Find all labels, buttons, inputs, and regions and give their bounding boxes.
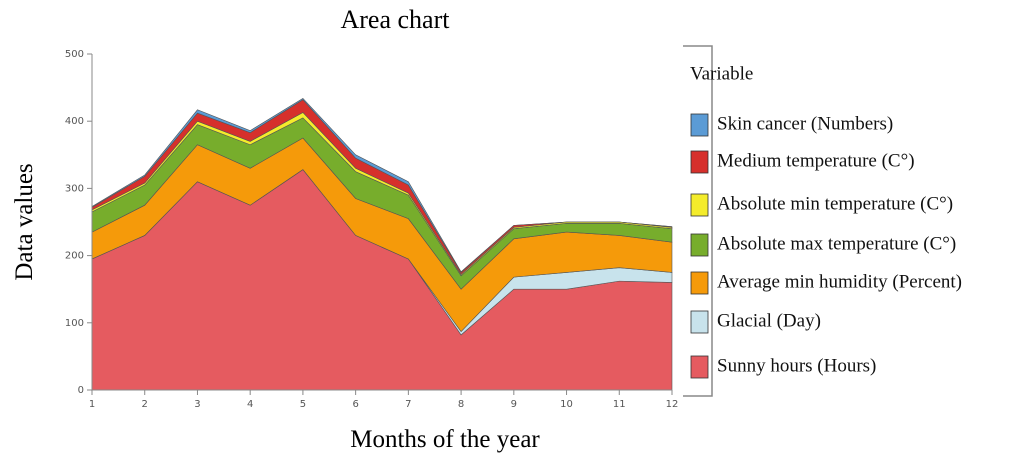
y-tick-label: 100	[65, 318, 84, 329]
x-tick-label: 1	[89, 399, 95, 410]
legend-title: Variable	[690, 63, 753, 84]
legend-label: Sunny hours (Hours)	[717, 355, 876, 376]
x-tick-label: 6	[352, 399, 358, 410]
y-tick-label: 400	[65, 116, 84, 127]
legend-label: Absolute max temperature (C°)	[717, 233, 956, 254]
x-tick-label: 3	[194, 399, 200, 410]
legend-swatch	[690, 193, 709, 217]
y-tick-label: 300	[65, 183, 84, 194]
x-tick-label: 11	[613, 399, 626, 410]
legend-label: Glacial (Day)	[717, 310, 821, 331]
legend-label: Average min humidity (Percent)	[717, 271, 962, 292]
legend-swatch	[690, 113, 709, 137]
legend-swatch	[690, 271, 709, 295]
area	[91, 97, 673, 273]
x-tick-label: 8	[458, 399, 464, 410]
x-tick-label: 2	[142, 399, 148, 410]
x-tick-label: 7	[405, 399, 411, 410]
legend-swatch	[690, 355, 709, 379]
x-tick-label: 4	[247, 399, 253, 410]
chart-title: Area chart	[341, 5, 451, 34]
legend-label: Absolute min temperature (C°)	[717, 193, 953, 214]
x-tick-label: 12	[666, 399, 679, 410]
x-tick-label: 9	[511, 399, 517, 410]
legend-frame	[683, 45, 713, 397]
legend-swatch	[690, 233, 709, 257]
legend-label: Medium temperature (C°)	[717, 150, 915, 171]
x-tick-label: 5	[300, 399, 306, 410]
legend-swatch	[690, 310, 709, 334]
y-axis-label: Data values	[11, 163, 38, 280]
y-tick-label: 200	[65, 251, 84, 262]
x-tick-label: 10	[560, 399, 573, 410]
y-tick-label: 500	[65, 49, 84, 60]
x-axis-label: Months of the year	[350, 426, 540, 453]
legend-swatch	[690, 150, 709, 174]
y-tick-label: 0	[78, 385, 84, 396]
legend-label: Skin cancer (Numbers)	[717, 113, 893, 134]
